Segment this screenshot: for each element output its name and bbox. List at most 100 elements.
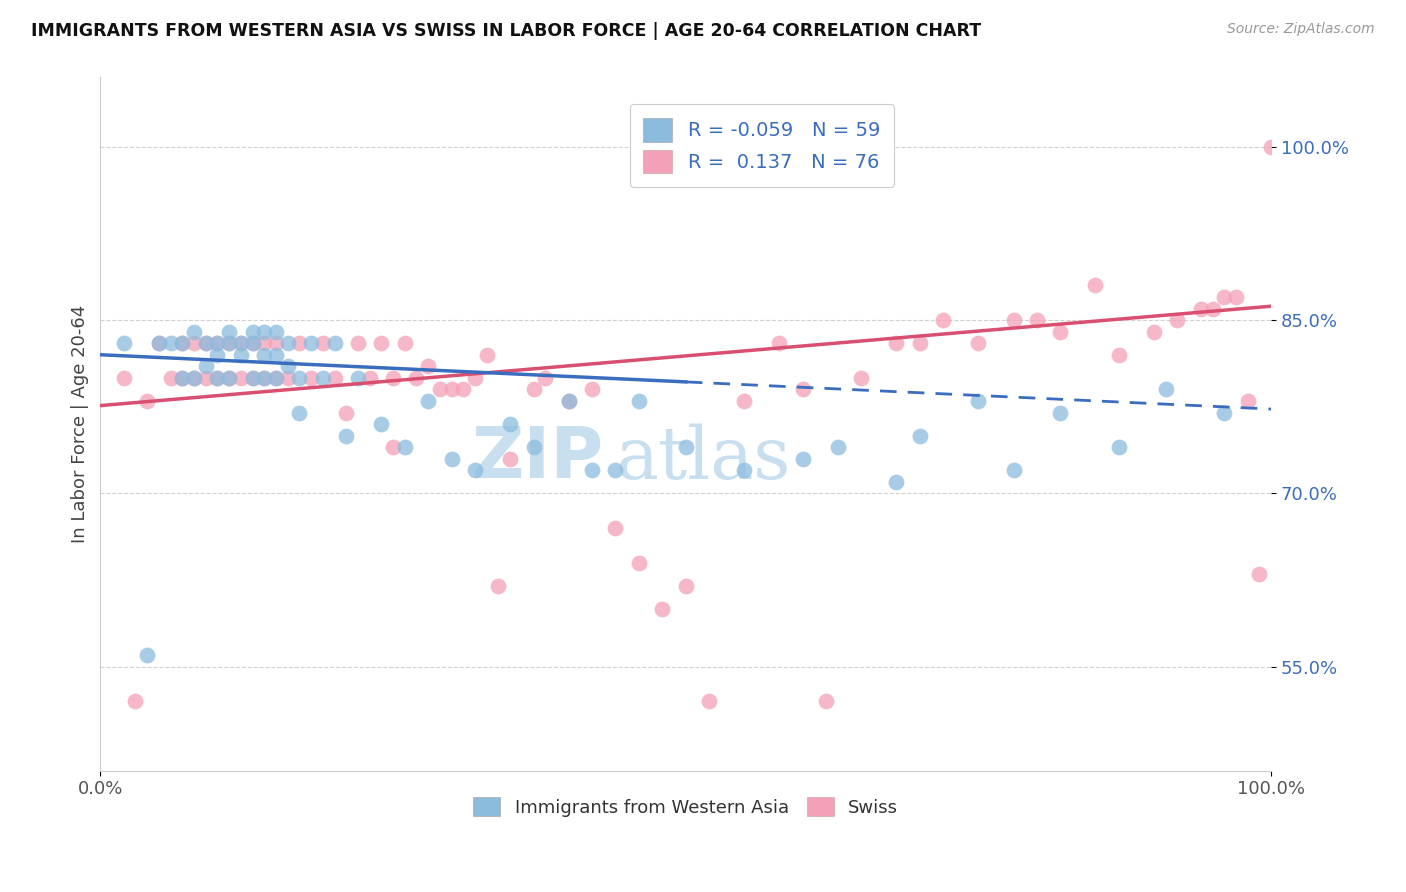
Point xyxy=(253,325,276,339)
Point xyxy=(1108,348,1130,362)
Point xyxy=(557,394,579,409)
Legend: Immigrants from Western Asia, Swiss: Immigrants from Western Asia, Swiss xyxy=(465,790,905,824)
Point xyxy=(359,371,381,385)
Point xyxy=(967,394,990,409)
Point xyxy=(464,371,486,385)
Point xyxy=(288,336,311,351)
Point xyxy=(183,371,205,385)
Point xyxy=(172,336,194,351)
Point xyxy=(335,428,357,442)
Point xyxy=(347,371,370,385)
Text: ZIP: ZIP xyxy=(471,425,603,493)
Point xyxy=(229,371,252,385)
Point xyxy=(1049,405,1071,419)
Point xyxy=(1026,313,1049,327)
Point xyxy=(581,463,603,477)
Point xyxy=(394,336,416,351)
Point xyxy=(347,336,370,351)
Text: atlas: atlas xyxy=(616,424,790,494)
Point xyxy=(288,371,311,385)
Point xyxy=(136,648,159,662)
Point xyxy=(405,371,427,385)
Point xyxy=(277,336,299,351)
Point xyxy=(136,394,159,409)
Point xyxy=(124,694,146,708)
Point xyxy=(299,336,322,351)
Point xyxy=(475,348,498,362)
Point xyxy=(627,394,650,409)
Point xyxy=(1213,405,1236,419)
Point xyxy=(194,336,217,351)
Point xyxy=(148,336,170,351)
Point xyxy=(522,383,544,397)
Point xyxy=(499,417,522,431)
Point xyxy=(229,336,252,351)
Point xyxy=(932,313,955,327)
Point xyxy=(207,348,229,362)
Point xyxy=(242,336,264,351)
Point xyxy=(1189,301,1212,316)
Point xyxy=(557,394,579,409)
Point xyxy=(183,336,205,351)
Point xyxy=(207,371,229,385)
Point xyxy=(1108,440,1130,454)
Point xyxy=(627,556,650,570)
Point xyxy=(253,348,276,362)
Point xyxy=(183,325,205,339)
Point xyxy=(207,371,229,385)
Point xyxy=(370,417,392,431)
Point xyxy=(370,336,392,351)
Point xyxy=(1049,325,1071,339)
Point xyxy=(277,371,299,385)
Point xyxy=(886,336,908,351)
Y-axis label: In Labor Force | Age 20-64: In Labor Force | Age 20-64 xyxy=(72,305,89,543)
Point xyxy=(967,336,990,351)
Point xyxy=(534,371,557,385)
Point xyxy=(323,371,346,385)
Point xyxy=(253,371,276,385)
Point xyxy=(264,325,287,339)
Point xyxy=(218,336,240,351)
Point xyxy=(242,325,264,339)
Point xyxy=(312,371,335,385)
Point xyxy=(733,394,755,409)
Point xyxy=(218,325,240,339)
Point xyxy=(277,359,299,374)
Point xyxy=(288,405,311,419)
Point xyxy=(1236,394,1258,409)
Point xyxy=(605,463,627,477)
Point xyxy=(264,371,287,385)
Point xyxy=(242,371,264,385)
Point xyxy=(1213,290,1236,304)
Point xyxy=(253,371,276,385)
Point xyxy=(323,336,346,351)
Point xyxy=(172,336,194,351)
Point xyxy=(815,694,838,708)
Point xyxy=(675,579,697,593)
Point xyxy=(299,371,322,385)
Point xyxy=(1002,463,1025,477)
Point xyxy=(194,359,217,374)
Point xyxy=(418,394,440,409)
Point xyxy=(382,440,405,454)
Point xyxy=(440,383,463,397)
Point xyxy=(264,371,287,385)
Point xyxy=(453,383,475,397)
Point xyxy=(148,336,170,351)
Point xyxy=(733,463,755,477)
Point xyxy=(335,405,357,419)
Point xyxy=(522,440,544,454)
Text: Source: ZipAtlas.com: Source: ZipAtlas.com xyxy=(1227,22,1375,37)
Point xyxy=(172,371,194,385)
Point xyxy=(207,336,229,351)
Point xyxy=(908,428,931,442)
Point xyxy=(229,336,252,351)
Point xyxy=(1143,325,1166,339)
Point xyxy=(218,371,240,385)
Point xyxy=(697,694,720,708)
Point xyxy=(159,336,181,351)
Point xyxy=(112,371,135,385)
Point xyxy=(242,336,264,351)
Point xyxy=(394,440,416,454)
Point xyxy=(264,336,287,351)
